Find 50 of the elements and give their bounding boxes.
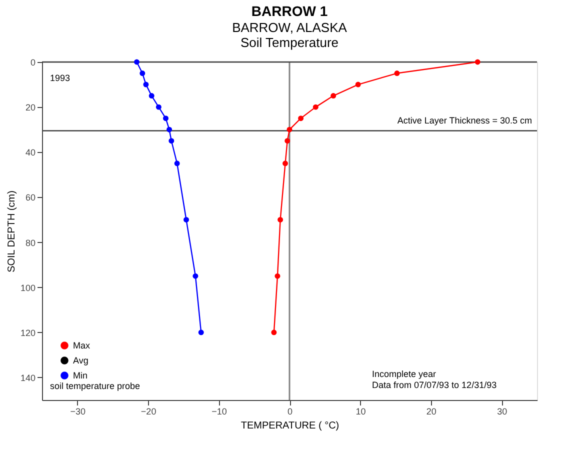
ref-line-label: Active Layer Thickness = 30.5 cm xyxy=(397,116,532,126)
point xyxy=(282,160,288,166)
legend-label: Min xyxy=(73,370,88,380)
annotation: 1993 xyxy=(50,73,70,83)
point xyxy=(156,104,162,110)
annotation: soil temperature probe xyxy=(50,381,140,391)
point xyxy=(134,59,140,65)
point xyxy=(192,273,198,279)
y-tick-label: 80 xyxy=(25,238,36,248)
point xyxy=(163,116,168,122)
y-tick-label: 0 xyxy=(30,58,36,68)
point xyxy=(271,330,277,336)
x-tick-label: 0 xyxy=(287,406,293,416)
legend-label: Max xyxy=(73,340,90,350)
point xyxy=(274,273,280,279)
point xyxy=(284,138,290,144)
y-tick-label: 100 xyxy=(20,282,36,293)
point xyxy=(140,70,146,76)
chart-title: BARROW 1 xyxy=(251,3,328,19)
point xyxy=(198,330,204,336)
point xyxy=(184,217,189,222)
y-tick-label: 20 xyxy=(25,102,36,113)
point xyxy=(143,82,149,88)
x-tick-label: −10 xyxy=(212,406,227,416)
legend-label: Avg xyxy=(73,356,88,366)
x-tick-label: −20 xyxy=(140,406,156,416)
point xyxy=(286,126,292,132)
point xyxy=(312,104,318,110)
x-tick-label: 20 xyxy=(426,406,436,416)
point xyxy=(278,217,284,222)
point xyxy=(168,138,174,144)
chart-subtitle: BARROW, ALASKA Soil Temperature xyxy=(232,20,348,50)
y-tick-label: 120 xyxy=(20,328,36,338)
x-tick-label: 10 xyxy=(356,406,366,416)
point xyxy=(174,160,180,166)
y-axis-title: SOIL DEPTH (cm) xyxy=(6,190,18,272)
annotation: Incomplete year Data from 07/07/93 to 12/31/93 xyxy=(372,369,497,390)
point xyxy=(355,82,361,88)
x-axis-title: TEMPERATURE ( °C) xyxy=(240,420,340,432)
point xyxy=(330,93,336,99)
point xyxy=(474,59,480,65)
x-tick-label: 30 xyxy=(497,406,508,416)
y-tick-label: 60 xyxy=(25,192,36,203)
point xyxy=(394,70,400,76)
point xyxy=(148,93,154,99)
point xyxy=(298,116,304,122)
y-tick-label: 140 xyxy=(20,372,36,383)
y-tick-label: 40 xyxy=(25,148,36,158)
point xyxy=(166,126,172,132)
x-tick-label: −30 xyxy=(70,406,86,416)
